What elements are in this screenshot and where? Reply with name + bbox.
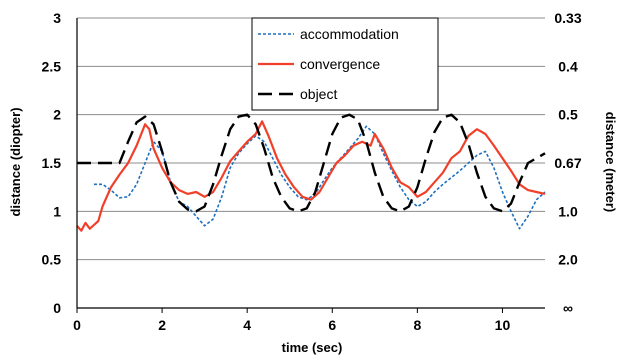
y2-tick-label: 1.0 — [558, 203, 578, 219]
x-tick-label: 2 — [158, 317, 166, 333]
series-line-convergence — [76, 120, 546, 232]
y-tick-label: 0 — [53, 300, 61, 316]
y2-tick-label: 0.4 — [558, 58, 578, 74]
legend: accommodation convergence object — [251, 17, 439, 111]
series-line-accommodation — [94, 125, 546, 230]
legend-label-accommodation: accommodation — [300, 26, 399, 42]
axes — [76, 18, 545, 309]
y-tick-label: 2.5 — [42, 58, 62, 74]
y2-tick-label: 2.0 — [558, 252, 578, 268]
legend-label-object: object — [300, 86, 337, 102]
x-axis-title: time (sec) — [282, 340, 343, 355]
y2-axis-title: distance (meter) — [603, 112, 618, 212]
x-tick-label: 6 — [328, 317, 336, 333]
y2-tick-label: 0.67 — [554, 155, 581, 171]
y-tick-label: 1.5 — [42, 155, 62, 171]
x-tick-label: 4 — [243, 317, 251, 333]
y-tick-label: 3 — [53, 10, 61, 26]
y-axis-title: distance (diopter) — [8, 107, 23, 216]
y-tick-label: 0.5 — [42, 252, 62, 268]
x-tick-label: 8 — [413, 317, 421, 333]
legend-label-convergence: convergence — [300, 56, 380, 72]
series-line-object — [77, 113, 546, 213]
y-tick-label: 2 — [53, 107, 61, 123]
x-tick-label: 10 — [495, 317, 511, 333]
series-lines — [76, 113, 546, 232]
y2-tick-label: 0.33 — [554, 10, 581, 26]
right-axis-ticks: 0.33 0.4 0.5 0.67 1.0 2.0 ∞ — [554, 10, 581, 316]
y2-tick-label: ∞ — [563, 300, 573, 316]
y-tick-label: 1 — [53, 203, 61, 219]
y2-tick-label: 0.5 — [558, 107, 578, 123]
left-axis-ticks: 0 0.5 1 1.5 2 2.5 3 — [42, 10, 62, 316]
x-tick-label: 0 — [73, 317, 81, 333]
bottom-axis-ticks: 0 2 4 6 8 10 — [73, 308, 510, 333]
